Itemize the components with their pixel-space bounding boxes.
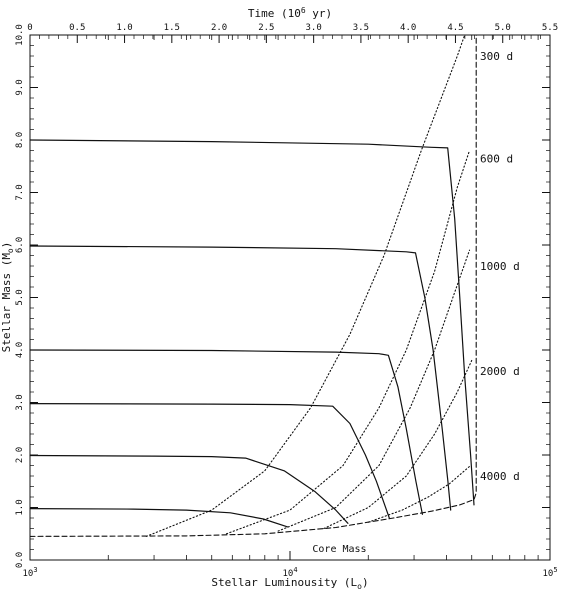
period-label: 300 d [480,50,513,63]
bottom-axis: 103 104 105 [22,35,558,579]
left-axis: 0.0 1.0 2.0 3.0 4.0 5.0 6.0 7.0 8.0 9.0 10.0 [15,24,550,568]
dotted-series-line-10 [367,464,472,523]
y-tick-label: 3.0 [15,394,25,410]
top-tick-label: 4.5 [447,23,463,33]
dotted-series-line-8 [277,249,471,532]
dotted-series-line-7 [225,149,471,535]
x-tick-label: 105 [542,566,557,579]
top-tick-label: 2.0 [211,23,227,33]
y-tick-label: 1.0 [15,499,25,515]
y-tick-label: 8.0 [15,132,25,148]
dashed-series-line-11 [29,34,477,537]
y-tick-label: 7.0 [15,184,25,200]
solid-series-line-5 [29,508,289,528]
y-tick-label: 2.0 [15,447,25,463]
dotted-series-line-9 [323,359,473,530]
y-tick-label: 10.0 [15,24,25,46]
y-tick-label: 5.0 [15,289,25,305]
top-tick-label: 5.0 [495,23,511,33]
top-tick-label: 0.5 [69,23,85,33]
top-axis: 0 0.5 1.0 1.5 2.0 2.5 3.0 3.5 4.0 4.5 5.0 5.5 [27,23,558,43]
period-label: 2000 d [480,365,520,378]
dotted-series-line-6 [145,34,466,537]
solid-series-line-2 [29,349,423,515]
top-tick-label: 4.0 [400,23,416,33]
solid-series-line-4 [29,454,349,524]
top-tick-label: 0 [27,23,32,33]
period-label: 1000 d [480,260,520,273]
x-axis-title: Stellar Luminousity (Lo) [211,576,368,591]
y-tick-label: 9.0 [15,79,25,95]
top-axis-title: Time (106 yr) [248,6,332,20]
y-tick-label: 0.0 [15,552,25,568]
solid-series-line-0 [29,139,475,506]
core-mass-annotation: Core Mass [312,544,366,555]
top-tick-label: 1.5 [164,23,180,33]
y-tick-label: 6.0 [15,237,25,253]
top-tick-label: 2.5 [258,23,274,33]
period-label: 4000 d [480,470,520,483]
x-tick-label: 103 [22,566,37,579]
labels-layer: 300 d 600 d 1000 d 2000 d 4000 d Core Mass [312,50,519,555]
top-tick-label: 3.5 [353,23,369,33]
top-tick-label: 5.5 [542,23,558,33]
top-tick-label: 3.0 [306,23,322,33]
x-tick-label: 104 [282,566,297,579]
period-label: 600 d [480,152,513,165]
series-layer [29,34,477,537]
y-tick-label: 4.0 [15,342,25,358]
top-tick-label: 1.0 [116,23,132,33]
solid-series-line-1 [29,245,452,511]
y-axis-title: Stellar Mass (Mo) [0,242,15,353]
solid-series-line-3 [29,403,390,519]
